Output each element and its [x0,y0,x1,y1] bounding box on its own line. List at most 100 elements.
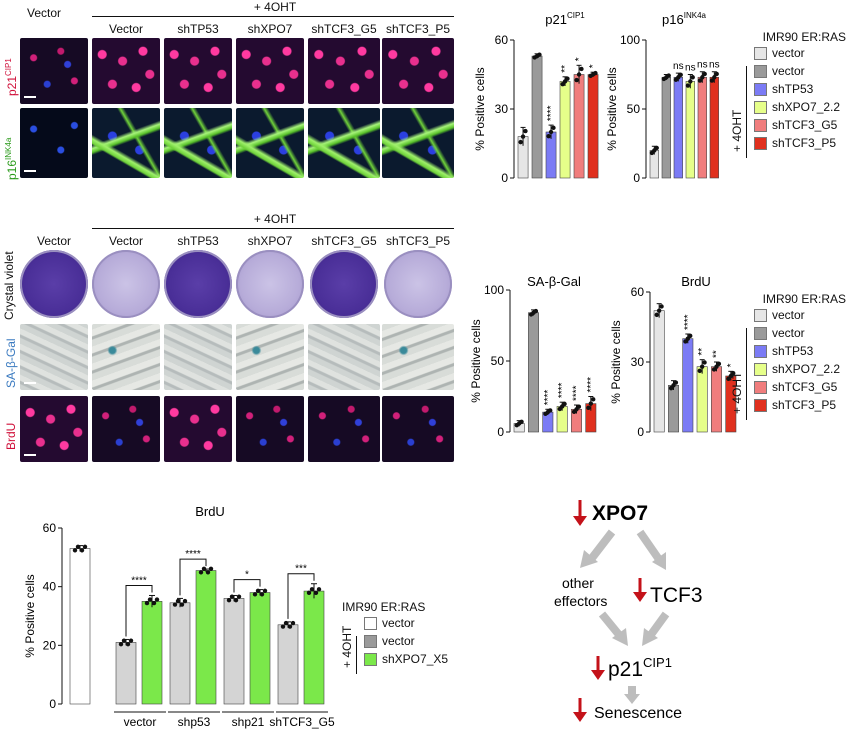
data-point [690,75,695,80]
panel-b-row2-label: SA-β-Gal [4,338,18,388]
node-xpo7: XPO7 [592,502,648,525]
y-tick-label: 0 [501,171,508,185]
node-tcf3: TCF3 [650,584,703,607]
y-axis-label: % Positive cells [605,67,619,150]
y-tick-label: 100 [484,283,504,297]
dish-shtp53 [164,250,232,318]
significance-bracket [125,584,153,637]
data-point [565,76,570,81]
data-point [287,624,293,629]
micrograph-a-r2-c1 [92,108,160,178]
data-point [82,544,88,549]
panel-b-4oht-label: + 4OHT [253,212,297,226]
data-point [519,419,524,424]
legend-swatch [364,616,377,630]
group-label: shp53 [178,715,211,729]
legend-4oht-label: + 4OHT [730,371,744,414]
chart-title-sup: INK4a [684,11,707,20]
bar [653,310,665,433]
panel-a-row2-label: p16INK4a [4,137,19,180]
data-point [306,590,312,596]
data-point [700,75,705,80]
legend-4oht-bracket [356,636,357,674]
bar [711,366,722,433]
data-point [574,77,579,83]
micrograph-a-r1-c4 [308,38,380,104]
data-point [233,597,239,603]
data-point [208,566,214,571]
data-point [688,333,693,339]
bar [249,592,271,705]
data-point [147,597,153,602]
micrograph-b-r3-c4 [308,396,380,462]
chart-title-main: p16 [662,12,684,27]
y-axis-label: % Positive cells [473,67,487,150]
significance-label: * [726,363,737,367]
data-point [518,139,523,145]
y-tick-label: 20 [43,638,57,652]
data-point [537,52,542,57]
data-point [154,597,160,602]
legend-swatch [754,136,767,150]
node-other-effectors-line1: other [562,575,594,591]
micrograph-b-r2-c0 [20,324,88,390]
data-point [144,600,150,606]
legend-label: shTP53 [772,82,814,96]
panel-a-col-3: shXPO7 [247,22,293,36]
group-label: shp21 [232,715,265,729]
legend-item: vector [732,62,850,80]
data-point [673,380,679,385]
micrograph-a-r2-c3 [236,108,304,178]
panel-b-row3-label: BrdU [4,422,18,450]
down-arrow-icon [573,500,587,526]
legend-label: shXPO7_X5 [382,652,449,666]
data-point [290,620,296,626]
legend-swatch [754,118,767,132]
legend-item: shTCF3_G5 [732,116,850,134]
micrograph-a-r1-c2 [164,38,232,104]
panel-b-4oht-line [92,228,454,229]
bar [673,76,683,179]
significance-label: * [588,64,599,68]
panel-b-col-1: Vector [108,234,144,248]
legend-item: vector [732,324,850,342]
significance-label: **** [546,105,557,121]
data-point [731,371,736,376]
micrograph-a-r1-c1 [92,38,160,104]
data-point [714,71,719,77]
chart-title: p16INK4a [662,11,706,27]
legend-swatch [754,82,767,96]
significance-label: ns [697,60,708,71]
data-point [562,401,567,407]
data-point [551,125,556,131]
y-tick-label: 0 [633,171,640,185]
data-point [591,397,596,402]
legend-4oht-label: + 4OHT [730,109,744,152]
bar [69,548,91,705]
data-point [121,638,127,643]
data-point [520,134,526,139]
data-point [697,78,703,83]
micrograph-b-r2-c1 [92,324,160,390]
bar [277,624,299,705]
legend-item: vector [342,632,460,650]
significance-label: ns [685,63,696,74]
data-point [201,566,207,571]
y-tick-label: 60 [43,521,57,535]
legend-swatch [754,380,767,394]
legend-4oht-bracket [746,66,747,158]
panel-b-col-2: shTP53 [177,234,219,248]
legend-label: shXPO7_2.2 [772,100,841,114]
legend-4oht-label: + 4OHT [340,625,354,668]
y-tick-label: 0 [637,425,644,439]
arrow-tcf3-to-p21 [646,611,670,639]
data-point [688,79,693,84]
chart-title-main: SA-β-Gal [527,274,581,289]
data-point [313,590,319,596]
y-tick-label: 40 [43,580,57,594]
legend-item: vector [732,44,850,62]
arrow-xpo7-to-tcf3 [636,529,662,561]
pathway-diagram: XPO7 other effectors TCF3 p21CIP1 Senesc… [554,500,703,722]
data-point [579,66,584,72]
legend-label: vector [772,46,805,60]
